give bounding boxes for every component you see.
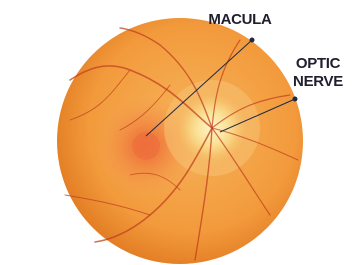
optic-nerve-pointer-dot	[293, 97, 298, 102]
macula-label: MACULA	[208, 11, 272, 28]
page: MACULA OPTIC NERVE (() => { const data =…	[0, 0, 362, 265]
optic-nerve-label: OPTIC	[296, 55, 341, 72]
retina-diagram: MACULA OPTIC NERVE	[0, 0, 362, 265]
macula-spot	[132, 132, 160, 160]
optic-nerve-label: NERVE	[293, 73, 343, 90]
macula-pointer-dot	[250, 38, 255, 43]
